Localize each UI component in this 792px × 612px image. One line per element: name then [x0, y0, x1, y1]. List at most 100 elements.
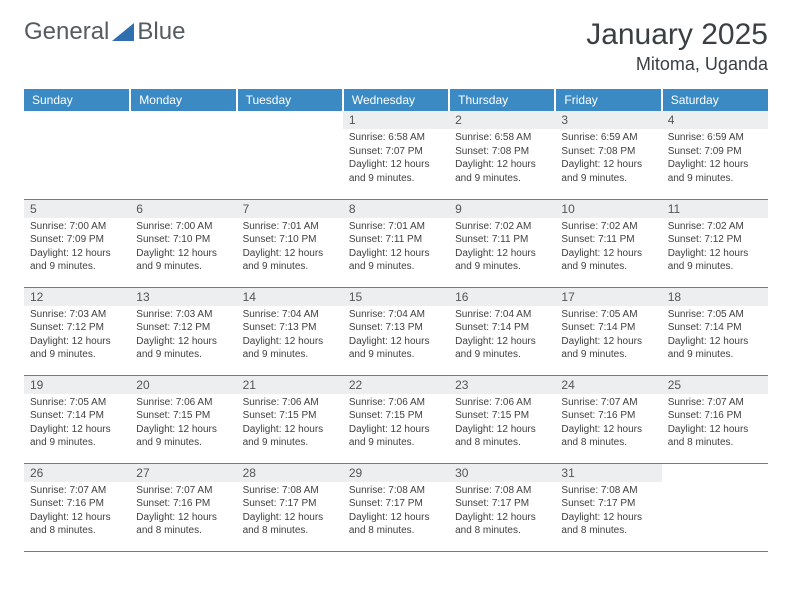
- sunset-text: Sunset: 7:14 PM: [561, 321, 655, 335]
- day-body: Sunrise: 7:05 AMSunset: 7:14 PMDaylight:…: [662, 308, 768, 366]
- daylight-text: Daylight: 12 hours and 9 minutes.: [561, 247, 655, 274]
- sunset-text: Sunset: 7:09 PM: [30, 233, 124, 247]
- calendar-cell: 11Sunrise: 7:02 AMSunset: 7:12 PMDayligh…: [662, 199, 768, 287]
- day-number: 21: [237, 376, 343, 394]
- sunrise-text: Sunrise: 7:07 AM: [30, 484, 124, 498]
- daylight-text: Daylight: 12 hours and 9 minutes.: [455, 247, 549, 274]
- day-body: Sunrise: 7:01 AMSunset: 7:10 PMDaylight:…: [237, 220, 343, 278]
- day-number: 18: [662, 288, 768, 306]
- daylight-text: Daylight: 12 hours and 9 minutes.: [349, 423, 443, 450]
- calendar-cell: 13 Sunrise: 7:03 AMSunset: 7:12 PMDayligh…: [130, 287, 236, 375]
- sunset-text: Sunset: 7:08 PM: [561, 145, 655, 159]
- daylight-text: Daylight: 12 hours and 8 minutes.: [668, 423, 762, 450]
- day-body: Sunrise: 7:07 AMSunset: 7:16 PMDaylight:…: [662, 396, 768, 454]
- sunset-text: Sunset: 7:16 PM: [30, 497, 124, 511]
- sunrise-text: Sunrise: 7:01 AM: [349, 220, 443, 234]
- sunrise-text: Sunrise: 6:59 AM: [668, 131, 762, 145]
- day-number: 8: [343, 200, 449, 218]
- day-body: Sunrise: 7:02 AMSunset: 7:11 PMDaylight:…: [449, 220, 555, 278]
- logo-text-2: Blue: [137, 18, 185, 46]
- day-number: 30: [449, 464, 555, 482]
- sunset-text: Sunset: 7:11 PM: [349, 233, 443, 247]
- weekday-header: Monday: [130, 89, 236, 111]
- day-body: Sunrise: 7:08 AMSunset: 7:17 PMDaylight:…: [449, 484, 555, 542]
- calendar-cell: [662, 463, 768, 551]
- sunset-text: Sunset: 7:10 PM: [243, 233, 337, 247]
- daylight-text: Daylight: 12 hours and 9 minutes.: [455, 335, 549, 362]
- calendar-cell: 6Sunrise: 7:00 AMSunset: 7:10 PMDaylight…: [130, 199, 236, 287]
- calendar-week: 19Sunrise: 7:05 AMSunset: 7:14 PMDayligh…: [24, 375, 768, 463]
- daylight-text: Daylight: 12 hours and 8 minutes.: [349, 511, 443, 538]
- header-right: January 2025 Mitoma, Uganda: [586, 18, 768, 75]
- day-number: 28: [237, 464, 343, 482]
- day-number: 3: [555, 111, 661, 129]
- sunrise-text: Sunrise: 7:05 AM: [30, 396, 124, 410]
- day-body: Sunrise: 7:00 AMSunset: 7:09 PMDaylight:…: [24, 220, 130, 278]
- day-number: 12: [24, 288, 130, 306]
- calendar-cell: 30 Sunrise: 7:08 AMSunset: 7:17 PMDayligh…: [449, 463, 555, 551]
- calendar-cell: 7 Sunrise: 7:01 AMSunset: 7:10 PMDaylight…: [237, 199, 343, 287]
- calendar-cell: 12Sunrise: 7:03 AMSunset: 7:12 PMDayligh…: [24, 287, 130, 375]
- sunset-text: Sunset: 7:17 PM: [349, 497, 443, 511]
- day-number: 19: [24, 376, 130, 394]
- calendar-cell: 23Sunrise: 7:06 AMSunset: 7:15 PMDayligh…: [449, 375, 555, 463]
- sunrise-text: Sunrise: 7:06 AM: [243, 396, 337, 410]
- weekday-header: Friday: [555, 89, 661, 111]
- calendar-cell: 20Sunrise: 7:06 AMSunset: 7:15 PMDayligh…: [130, 375, 236, 463]
- day-body: Sunrise: 6:59 AMSunset: 7:08 PMDaylight:…: [555, 131, 661, 189]
- day-number: 11: [662, 200, 768, 218]
- day-body: Sunrise: 7:06 AMSunset: 7:15 PMDaylight:…: [343, 396, 449, 454]
- calendar-cell: 8Sunrise: 7:01 AMSunset: 7:11 PMDaylight…: [343, 199, 449, 287]
- day-number: 31: [555, 464, 661, 482]
- day-body: Sunrise: 7:04 AMSunset: 7:13 PMDaylight:…: [343, 308, 449, 366]
- day-body: Sunrise: 7:02 AMSunset: 7:11 PMDaylight:…: [555, 220, 661, 278]
- daylight-text: Daylight: 12 hours and 9 minutes.: [243, 247, 337, 274]
- day-number: 10: [555, 200, 661, 218]
- calendar-cell: 14Sunrise: 7:04 AMSunset: 7:13 PMDayligh…: [237, 287, 343, 375]
- sunset-text: Sunset: 7:16 PM: [561, 409, 655, 423]
- daylight-text: Daylight: 12 hours and 9 minutes.: [136, 335, 230, 362]
- sunset-text: Sunset: 7:11 PM: [561, 233, 655, 247]
- calendar-cell: 15Sunrise: 7:04 AMSunset: 7:13 PMDayligh…: [343, 287, 449, 375]
- sunset-text: Sunset: 7:08 PM: [455, 145, 549, 159]
- day-body: Sunrise: 7:08 AMSunset: 7:17 PMDaylight:…: [237, 484, 343, 542]
- calendar-week: 26Sunrise: 7:07 AMSunset: 7:16 PMDayligh…: [24, 463, 768, 551]
- day-body: Sunrise: 7:07 AMSunset: 7:16 PMDaylight:…: [24, 484, 130, 542]
- sunrise-text: Sunrise: 7:05 AM: [561, 308, 655, 322]
- day-number: 7: [237, 200, 343, 218]
- daylight-text: Daylight: 12 hours and 9 minutes.: [455, 158, 549, 185]
- sunset-text: Sunset: 7:11 PM: [455, 233, 549, 247]
- calendar-cell: [24, 111, 130, 199]
- sunset-text: Sunset: 7:16 PM: [136, 497, 230, 511]
- calendar-cell: 9Sunrise: 7:02 AMSunset: 7:11 PMDaylight…: [449, 199, 555, 287]
- weekday-header: Tuesday: [237, 89, 343, 111]
- calendar-week: 12Sunrise: 7:03 AMSunset: 7:12 PMDayligh…: [24, 287, 768, 375]
- month-title: January 2025: [586, 18, 768, 52]
- day-number: 24: [555, 376, 661, 394]
- calendar-cell: 25Sunrise: 7:07 AMSunset: 7:16 PMDayligh…: [662, 375, 768, 463]
- calendar-cell: 10 Sunrise: 7:02 AMSunset: 7:11 PMDayligh…: [555, 199, 661, 287]
- calendar-cell: 29Sunrise: 7:08 AMSunset: 7:17 PMDayligh…: [343, 463, 449, 551]
- sunset-text: Sunset: 7:12 PM: [136, 321, 230, 335]
- day-body: [130, 131, 236, 135]
- sunset-text: Sunset: 7:14 PM: [668, 321, 762, 335]
- calendar-cell: 2Sunrise: 6:58 AMSunset: 7:08 PMDaylight…: [449, 111, 555, 199]
- location: Mitoma, Uganda: [586, 54, 768, 75]
- calendar-body: 1Sunrise: 6:58 AMSunset: 7:07 PMDaylight…: [24, 111, 768, 551]
- day-body: Sunrise: 7:03 AMSunset: 7:12 PMDaylight:…: [130, 308, 236, 366]
- day-body: Sunrise: 7:06 AMSunset: 7:15 PMDaylight:…: [449, 396, 555, 454]
- day-body: Sunrise: 7:04 AMSunset: 7:13 PMDaylight:…: [237, 308, 343, 366]
- weekday-header: Saturday: [662, 89, 768, 111]
- daylight-text: Daylight: 12 hours and 8 minutes.: [243, 511, 337, 538]
- calendar-cell: 31Sunrise: 7:08 AMSunset: 7:17 PMDayligh…: [555, 463, 661, 551]
- sunrise-text: Sunrise: 7:02 AM: [668, 220, 762, 234]
- sunrise-text: Sunrise: 7:02 AM: [561, 220, 655, 234]
- day-number: 13: [130, 288, 236, 306]
- calendar-cell: 16Sunrise: 7:04 AMSunset: 7:14 PMDayligh…: [449, 287, 555, 375]
- sunset-text: Sunset: 7:10 PM: [136, 233, 230, 247]
- sunset-text: Sunset: 7:17 PM: [455, 497, 549, 511]
- day-body: Sunrise: 7:06 AMSunset: 7:15 PMDaylight:…: [237, 396, 343, 454]
- sunrise-text: Sunrise: 7:05 AM: [668, 308, 762, 322]
- day-body: Sunrise: 6:59 AMSunset: 7:09 PMDaylight:…: [662, 131, 768, 189]
- daylight-text: Daylight: 12 hours and 8 minutes.: [455, 511, 549, 538]
